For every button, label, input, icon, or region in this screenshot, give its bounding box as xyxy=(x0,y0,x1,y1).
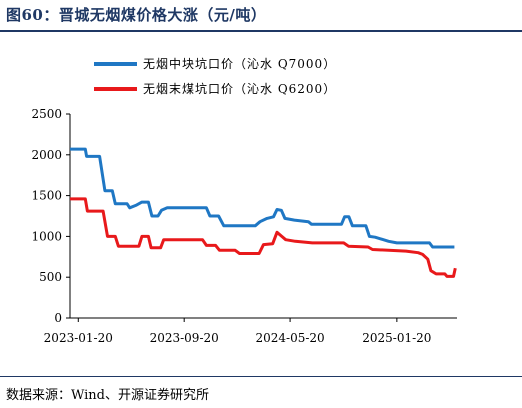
y-tick-label: 500 xyxy=(39,270,62,284)
y-tick-label: 1000 xyxy=(31,229,62,243)
series-line-2 xyxy=(70,197,457,278)
y-tick-label: 0 xyxy=(54,311,62,325)
source-note: 数据来源：Wind、开源证券研究所 xyxy=(6,388,209,403)
y-tick-label: 2000 xyxy=(31,148,62,162)
series-line-1 xyxy=(70,147,455,249)
chart-axes: 0 500 1000 1500 2000 2500 2023-01-20 2023-09-20… xyxy=(31,107,457,345)
title-rule xyxy=(0,30,522,32)
legend-label-1: 无烟中块坑口价（沁水 Q7000） xyxy=(143,56,336,71)
figure-title: 图60：晋城无烟煤价格大涨（元/吨） xyxy=(6,6,267,24)
x-tick-label: 2023-09-20 xyxy=(150,331,219,345)
x-tick-label: 2024-05-20 xyxy=(255,331,324,345)
legend-label-2: 无烟末煤坑口价（沁水 Q6200） xyxy=(143,81,336,96)
bottom-rule xyxy=(0,376,522,377)
chart-series-layer xyxy=(70,147,457,278)
x-tick-label: 2023-01-20 xyxy=(44,331,113,345)
y-tick-label: 1500 xyxy=(31,189,62,203)
y-tick-label: 2500 xyxy=(31,107,62,121)
chart-legend: 无烟中块坑口价（沁水 Q7000） 无烟末煤坑口价（沁水 Q6200） xyxy=(94,56,336,96)
x-tick-label: 2025-01-20 xyxy=(362,331,431,345)
